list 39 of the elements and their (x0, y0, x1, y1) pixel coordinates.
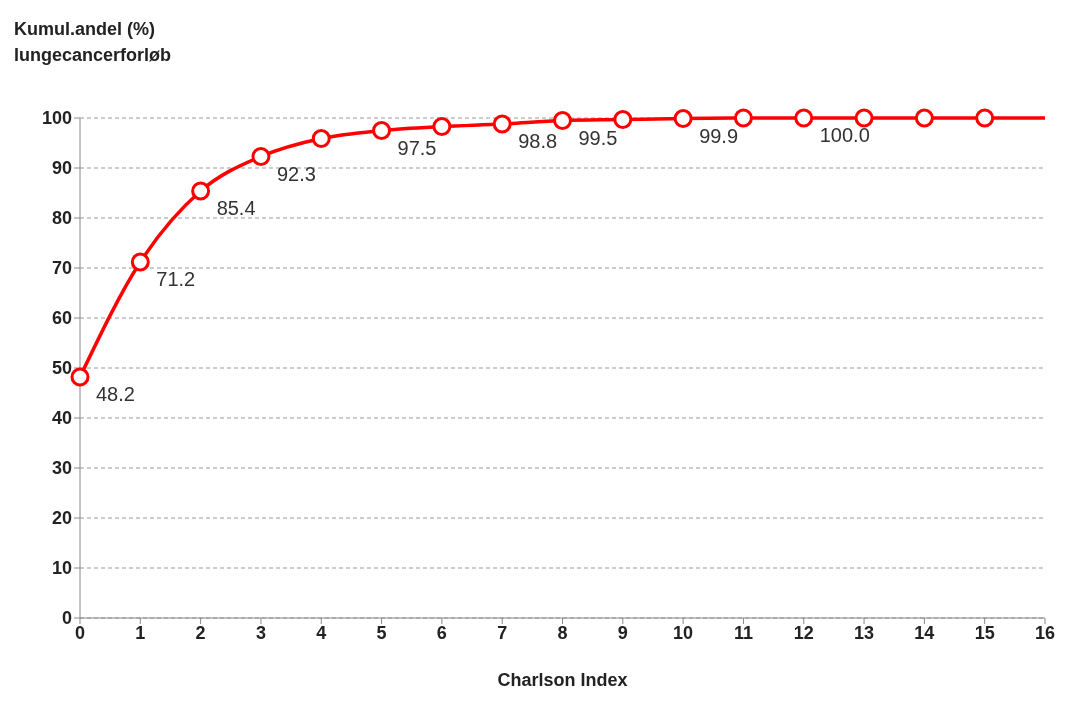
data-label: 100.0 (819, 124, 870, 146)
x-tick-label: 5 (376, 622, 387, 643)
x-tick-label: 6 (436, 622, 447, 643)
x-tick-label: 11 (733, 622, 753, 643)
y-tick-label: 0 (61, 608, 72, 629)
y-tick-label: 80 (51, 208, 72, 229)
y-tick-label: 50 (51, 358, 72, 379)
y-tick-label: 70 (51, 258, 72, 279)
y-tick-label: 60 (51, 308, 72, 329)
x-tick-label: 9 (617, 622, 628, 643)
x-tick-label: 10 (673, 622, 694, 643)
x-tick-label: 15 (974, 622, 995, 643)
data-label: 97.5 (397, 136, 437, 159)
y-tick-label: 40 (51, 408, 72, 429)
x-tick-label: 2 (195, 622, 206, 643)
x-tick-label: 7 (497, 622, 508, 643)
data-label: 48.2 (96, 383, 135, 405)
y-axis-title: Kumul.andel (%) lungecancerforløb (14, 18, 172, 67)
y-tick-label: 10 (51, 558, 72, 579)
x-axis-title: Charlson Index (496, 670, 629, 691)
y-tick-label: 100 (41, 108, 72, 129)
x-tick-label: 8 (557, 622, 568, 643)
data-label: 85.4 (216, 197, 256, 219)
x-tick-label: 3 (255, 622, 266, 643)
data-label: 99.9 (699, 124, 739, 147)
x-tick-label: 12 (793, 622, 814, 643)
y-tick-label: 20 (51, 508, 72, 529)
x-tick-label: 0 (74, 622, 86, 643)
data-label: 98.8 (518, 130, 558, 152)
data-label: 92.3 (276, 162, 316, 185)
data-label: 99.5 (578, 126, 618, 149)
x-tick-label: 16 (1034, 622, 1056, 643)
x-tick-label: 1 (135, 622, 146, 643)
x-tick-label: 4 (316, 622, 327, 643)
x-tick-label: 13 (854, 622, 875, 643)
y-tick-label: 30 (51, 458, 72, 479)
x-tick-label: 14 (914, 622, 935, 643)
data-label: 71.2 (156, 268, 196, 290)
y-tick-label: 90 (51, 158, 72, 179)
